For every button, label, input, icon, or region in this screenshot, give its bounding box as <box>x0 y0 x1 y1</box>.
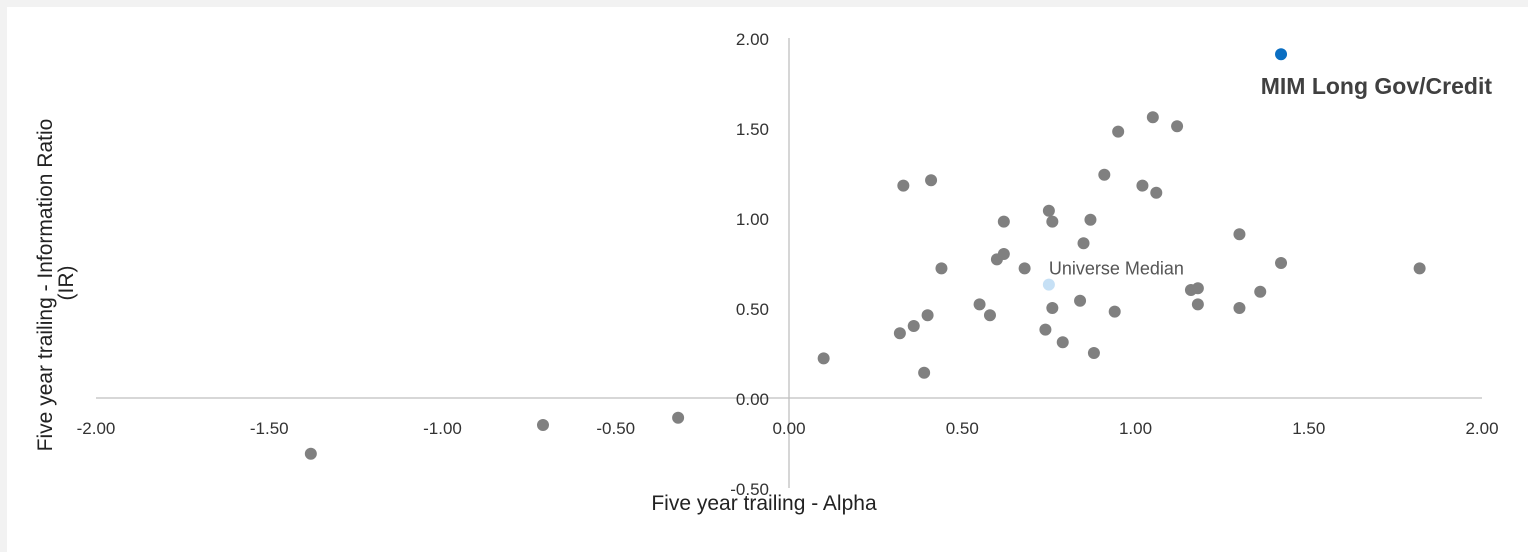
data-point <box>672 411 685 424</box>
x-tick-label: 2.00 <box>1465 419 1498 438</box>
data-point <box>1074 294 1087 307</box>
highlight-point <box>1275 48 1288 61</box>
data-point <box>1171 120 1184 133</box>
x-tick-label: -1.50 <box>250 419 289 438</box>
data-point <box>1275 257 1288 269</box>
data-point <box>1046 302 1059 314</box>
y-tick-labels: -0.50 0.00 0.50 1.00 1.50 2.00 <box>730 30 769 499</box>
data-point <box>997 248 1010 260</box>
data-point <box>1087 347 1100 359</box>
data-point <box>918 366 931 379</box>
data-point <box>1042 204 1055 217</box>
highlight-label: MIM Long Gov/Credit <box>1261 73 1493 99</box>
y-tick-label: -0.50 <box>730 480 769 499</box>
x-tick-label: -1.00 <box>423 419 462 438</box>
axes <box>96 38 1482 488</box>
data-point <box>1150 186 1163 199</box>
x-tick-label: -2.00 <box>77 419 116 438</box>
data-point <box>1413 262 1426 275</box>
data-point <box>1108 305 1121 318</box>
x-tick-label: 0.00 <box>772 419 805 438</box>
y-tick-label: 0.50 <box>736 300 769 319</box>
data-point <box>1046 215 1059 228</box>
data-point <box>536 419 549 431</box>
x-tick-label: -0.50 <box>596 419 635 438</box>
median-point <box>1042 278 1055 291</box>
data-point <box>1146 111 1159 124</box>
y-axis-title-line-1: Five year trailing - Information Ratio <box>34 119 57 452</box>
data-point <box>1233 302 1246 314</box>
x-tick-label: 1.50 <box>1292 419 1325 438</box>
data-point <box>897 179 910 192</box>
data-point <box>1191 282 1204 295</box>
data-point <box>893 327 906 340</box>
data-point <box>1233 228 1246 241</box>
data-point <box>935 262 948 275</box>
x-axis-title: Five year trailing - Alpha <box>651 492 877 515</box>
data-point <box>997 215 1010 228</box>
data-point <box>304 447 317 460</box>
chart-card: -2.00 -1.50 -1.00 -0.50 0.00 0.50 1.00 1.50 2.00… <box>7 7 1528 552</box>
y-tick-label: 1.00 <box>736 210 769 229</box>
data-point <box>1136 179 1149 192</box>
y-axis-title: Five year trailing - Information Ratio (… <box>34 119 78 452</box>
median-label: Universe Median <box>1049 259 1184 279</box>
data-point <box>1112 125 1125 138</box>
annotations: Universe Median MIM Long Gov/Credit <box>1049 73 1492 278</box>
data-point <box>907 320 920 332</box>
y-tick-label: 0.00 <box>736 390 769 409</box>
data-point <box>983 309 996 322</box>
y-axis-title-line-2: (IR) <box>55 266 78 301</box>
x-tick-labels: -2.00 -1.50 -1.00 -0.50 0.00 0.50 1.00 1.50 2.00 <box>77 419 1499 438</box>
x-tick-label: 0.50 <box>946 419 979 438</box>
data-point <box>925 174 938 187</box>
data-point <box>921 309 934 322</box>
scatter-chart: -2.00 -1.50 -1.00 -0.50 0.00 0.50 1.00 1.50 2.00… <box>34 30 1499 515</box>
data-point <box>973 298 986 311</box>
data-point <box>1191 298 1204 311</box>
data-point <box>1039 323 1052 336</box>
data-point <box>1084 213 1097 226</box>
data-point <box>1077 237 1090 250</box>
data-point <box>1254 285 1267 298</box>
data-points <box>304 48 1426 460</box>
data-point <box>1098 168 1111 181</box>
data-point <box>1056 336 1069 349</box>
data-point <box>817 352 830 365</box>
data-point <box>1018 262 1031 275</box>
x-tick-label: 1.00 <box>1119 419 1152 438</box>
y-tick-label: 1.50 <box>736 120 769 139</box>
y-tick-label: 2.00 <box>736 30 769 49</box>
